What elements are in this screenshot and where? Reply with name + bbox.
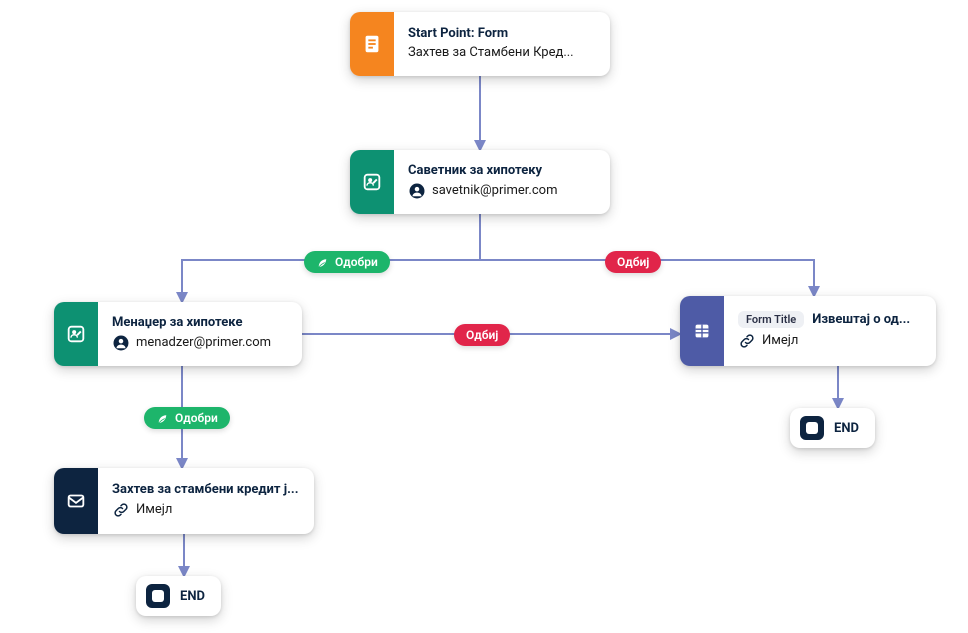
node-title: Start Point: Form [408,26,574,41]
mail-icon [54,468,98,534]
end-node[interactable]: END [136,576,221,616]
end-label: END [180,589,205,604]
node-subtitle: Имејл [112,501,298,519]
user-edit-icon [54,302,98,366]
node-request[interactable]: Захтев за стамбени кредит ј... Имејл [54,468,314,534]
grid-icon [680,296,724,366]
node-title: Менаџер за хипотеке [112,315,271,330]
node-subtitle: savetnik@primer.com [408,182,557,200]
node-subtitle: Имејл [738,332,910,350]
node-title: Извештај о од... [812,312,910,327]
document-icon [350,12,394,76]
end-label: END [834,421,859,436]
stop-icon [146,584,170,608]
link-icon [738,332,756,350]
flowchart-canvas: Start Point: Form Захтев за Стамбени Кре… [0,0,968,633]
badge-reject: Одбиј [454,324,510,346]
leaf-icon [156,412,169,425]
node-advisor[interactable]: Саветник за хипотеку savetnik@primer.com [350,150,610,214]
node-subtitle: menadzer@primer.com [112,334,271,352]
node-title: Саветник за хипотеку [408,163,557,178]
person-icon [112,334,130,352]
badge-approve: Одобри [144,407,230,429]
form-title-tag: Form Title [738,311,804,328]
node-start[interactable]: Start Point: Form Захтев за Стамбени Кре… [350,12,610,76]
end-node[interactable]: END [790,408,875,448]
leaf-icon [316,256,329,269]
badge-reject: Одбиј [605,251,661,273]
node-subtitle: Захтев за Стамбени Кред... [408,45,574,60]
badge-approve: Одобри [304,251,390,273]
stop-icon [800,416,824,440]
link-icon [112,501,130,519]
node-report[interactable]: Form Title Извештај о од... Имејл [680,296,936,366]
user-edit-icon [350,150,394,214]
person-icon [408,182,426,200]
node-title: Захтев за стамбени кредит ј... [112,482,298,497]
node-manager[interactable]: Менаџер за хипотеке menadzer@primer.com [54,302,302,366]
